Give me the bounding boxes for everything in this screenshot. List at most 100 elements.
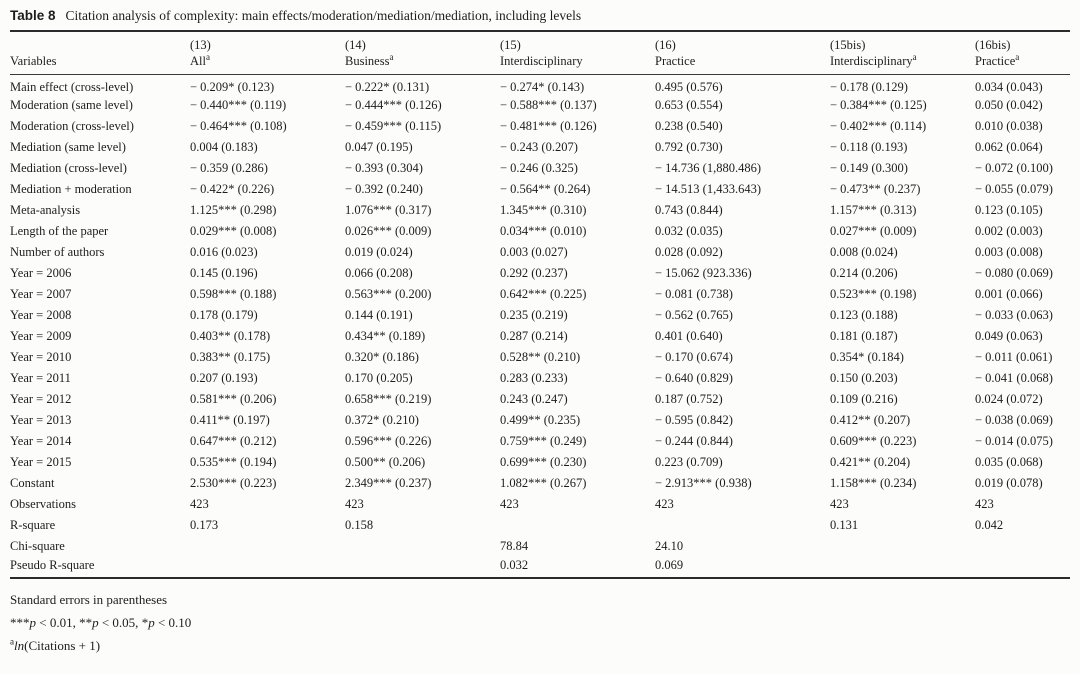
cell-value: 0.207 (0.193) [190,371,258,385]
table-caption: Table 8 Citation analysis of complexity: … [10,6,1070,32]
header-model-number: (14) [345,38,366,52]
cell-value: 0.034 (0.043) [975,79,1043,94]
cell-value: − 0.473** (0.237) [830,182,921,196]
cell-value: 0.029*** (0.008) [190,224,277,238]
header-model-name: Interdisciplinary [500,53,655,75]
cell-value: − 0.209* (0.123) [190,79,275,94]
table-row: Year = 2014 0.647*** (0.212) 0.596*** (0.2… [10,431,1070,452]
header-model-name: Practice [655,53,830,75]
row-label: Length of the paper [10,224,109,238]
cell-value: − 0.481*** (0.126) [500,119,597,133]
cell-value: 0.499** (0.235) [500,413,581,427]
table-row: Moderation (cross-level) − 0.464*** (0.10… [10,116,1070,137]
cell-value: 0.243 (0.247) [500,392,568,406]
cell-value: − 0.359 (0.286) [190,161,268,175]
row-label: Main effect (cross-level) [10,79,134,94]
cell-value: − 0.080 (0.069) [975,266,1053,280]
cell-value: 0.181 (0.187) [830,329,898,343]
cell-value: − 0.464*** (0.108) [190,119,287,133]
cell-value: − 0.011 (0.061) [975,350,1053,364]
header-model-names-row: Variables Alla Businessa Interdisciplina… [10,51,1070,75]
cell-value: − 0.072 (0.100) [975,161,1053,175]
cell-value: 1.157*** (0.313) [830,203,917,217]
cell-value: 1.158*** (0.234) [830,476,917,490]
cell-value: 0.047 (0.195) [345,140,413,154]
cell-value: − 0.564** (0.264) [500,182,591,196]
table-row: Year = 2013 0.411** (0.197) 0.372* (0.210)… [10,410,1070,431]
cell-value: − 0.222* (0.131) [345,79,430,94]
cell-value: 0.144 (0.191) [345,308,413,322]
table-row: Pseudo R-square 0.032 0.069 [10,557,1070,579]
footnote-marker: a [912,51,917,62]
row-label: Year = 2015 [10,455,72,469]
cell-value: 0.069 [655,557,830,579]
table-header: (13) (14) (15) (16) (15bis) (16bis) Vari… [10,32,1070,75]
cell-value: 0.596*** (0.226) [345,434,432,448]
footnote-marker: a [1015,51,1020,62]
cell-value: 0.050 (0.042) [975,98,1043,112]
cell-value: 0.032 (0.035) [655,224,723,238]
cell-value: − 14.513 (1,433.643) [655,182,761,196]
cell-value: 0.283 (0.233) [500,371,568,385]
cell-value: 0.002 (0.003) [975,224,1043,238]
cell-value [345,536,500,557]
cell-value: 0.016 (0.023) [190,245,258,259]
cell-value: 0.004 (0.183) [190,140,258,154]
cell-value: 1.125*** (0.298) [190,203,277,217]
header-model-number: (15) [500,38,521,52]
row-label: Year = 2010 [10,350,72,364]
row-label: Year = 2006 [10,266,72,280]
cell-value: 0.642*** (0.225) [500,287,587,301]
cell-value: 0.034*** (0.010) [500,224,587,238]
cell-value: 0.500** (0.206) [345,455,426,469]
cell-value: 1.345*** (0.310) [500,203,587,217]
cell-value: 0.523*** (0.198) [830,287,917,301]
cell-value: 0.024 (0.072) [975,392,1043,406]
table-row: Main effect (cross-level) − 0.209* (0.123… [10,74,1070,95]
cell-value: 24.10 [655,539,684,553]
cell-value [830,536,975,557]
cell-value: − 0.384*** (0.125) [830,98,927,112]
row-label: Moderation (cross-level) [10,119,134,133]
cell-value: 0.158 [345,518,374,532]
row-label: Year = 2011 [10,371,71,385]
cell-value: − 0.422* (0.226) [190,182,275,196]
cell-value: 0.743 (0.844) [655,203,723,217]
cell-value: 0.123 (0.105) [975,203,1043,217]
row-label: Year = 2007 [10,287,72,301]
cell-value: − 0.243 (0.207) [500,140,578,154]
cell-value: − 0.081 (0.738) [655,287,733,301]
cell-value: − 0.402*** (0.114) [830,119,927,133]
cell-value: − 0.033 (0.063) [975,308,1053,322]
cell-value: 0.214 (0.206) [830,266,898,280]
cell-value: 0.292 (0.237) [500,266,568,280]
cell-value: 0.412** (0.207) [830,413,911,427]
header-model-name: Interdisciplinarya [830,51,975,75]
table-row: Year = 2012 0.581*** (0.206) 0.658*** (0.2… [10,389,1070,410]
cell-value: 0.411** (0.197) [190,413,270,427]
cell-value: 1.082*** (0.267) [500,476,587,490]
table-footnotes: Standard errors in parentheses ***p < 0.… [10,579,1070,657]
table-body: Main effect (cross-level) − 0.209* (0.123… [10,74,1070,579]
cell-value [190,557,345,579]
row-label: Meta-analysis [10,203,81,217]
row-label: Year = 2014 [10,434,72,448]
cell-value: 0.235 (0.219) [500,308,568,322]
row-label: Mediation (same level) [10,140,126,154]
cell-value: 0.123 (0.188) [830,308,898,322]
cell-value: − 0.170 (0.674) [655,350,733,364]
table-row: Mediation (same level) 0.004 (0.183) 0.047… [10,137,1070,158]
cell-value: 0.019 (0.024) [345,245,413,259]
cell-value: 423 [500,497,519,511]
cell-value: − 0.562 (0.765) [655,308,733,322]
row-label: Year = 2012 [10,392,72,406]
cell-value: − 0.149 (0.300) [830,161,908,175]
header-model-number: (15bis) [830,38,866,52]
cell-value: 0.062 (0.064) [975,140,1043,154]
cell-value [500,515,655,536]
cell-value: 0.032 [500,557,655,579]
row-label: Chi-square [10,539,65,553]
cell-value: 0.434** (0.189) [345,329,426,343]
table-row: Chi-square 78.84 24.10 [10,536,1070,557]
cell-value: − 2.913*** (0.938) [655,476,752,490]
